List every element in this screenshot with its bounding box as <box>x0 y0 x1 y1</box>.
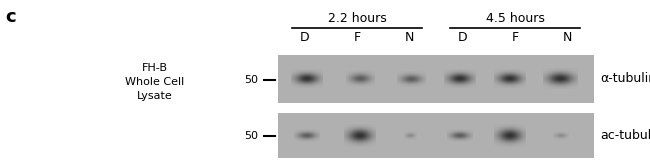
Text: c: c <box>5 8 16 26</box>
Text: FH-B: FH-B <box>142 63 168 73</box>
Text: D: D <box>458 31 467 44</box>
Bar <box>278 113 594 158</box>
Text: ac-tubulin: ac-tubulin <box>600 129 650 142</box>
Text: 4.5 hours: 4.5 hours <box>486 12 545 25</box>
Text: N: N <box>405 31 414 44</box>
Bar <box>278 55 594 103</box>
Text: F: F <box>512 31 519 44</box>
Text: 50: 50 <box>244 131 258 141</box>
Text: F: F <box>354 31 361 44</box>
Text: Whole Cell: Whole Cell <box>125 77 185 87</box>
Text: α-tubulin: α-tubulin <box>600 72 650 86</box>
Text: 2.2 hours: 2.2 hours <box>328 12 386 25</box>
Text: N: N <box>563 31 573 44</box>
Text: 50: 50 <box>244 75 258 85</box>
Text: Lysate: Lysate <box>137 91 173 101</box>
Text: D: D <box>300 31 309 44</box>
